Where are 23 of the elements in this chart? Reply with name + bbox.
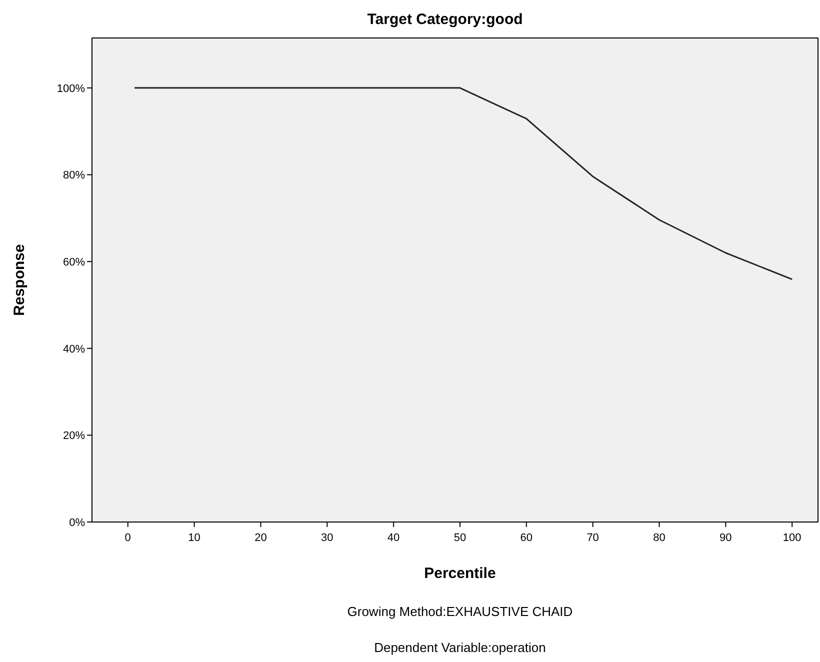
x-tick-label: 90	[720, 532, 732, 544]
x-axis-title: Percentile	[424, 565, 496, 582]
x-tick-label: 100	[782, 532, 802, 544]
text: Growing Method:EXHAUSTIVE CHAID	[347, 604, 573, 619]
x-tick-label: 60	[520, 532, 533, 544]
y-tick-label: 60%	[62, 256, 86, 269]
x-tick-label: 10	[188, 532, 200, 544]
line-series	[134, 87, 793, 280]
chart-title: Target Category:good	[367, 11, 523, 28]
y-tick-label: 80%	[62, 170, 86, 182]
x-tick-label: 30	[321, 532, 334, 544]
text: Dependent Variable:operation	[374, 640, 546, 655]
x-tick-label: 20	[254, 532, 267, 544]
y-axis-title: Response	[11, 244, 28, 316]
y-tick-label: 0%	[69, 517, 86, 529]
x-tick-label: 50	[454, 532, 466, 544]
x-tick-label: 40	[387, 532, 400, 544]
x-tick-label: 80	[653, 532, 666, 544]
x-tick-label: 70	[586, 532, 599, 544]
y-tick-label: 20%	[62, 430, 86, 442]
y-tick-label: 40%	[62, 343, 86, 356]
y-tick-label: 100%	[56, 82, 86, 95]
x-tick-label: 0	[124, 532, 131, 544]
